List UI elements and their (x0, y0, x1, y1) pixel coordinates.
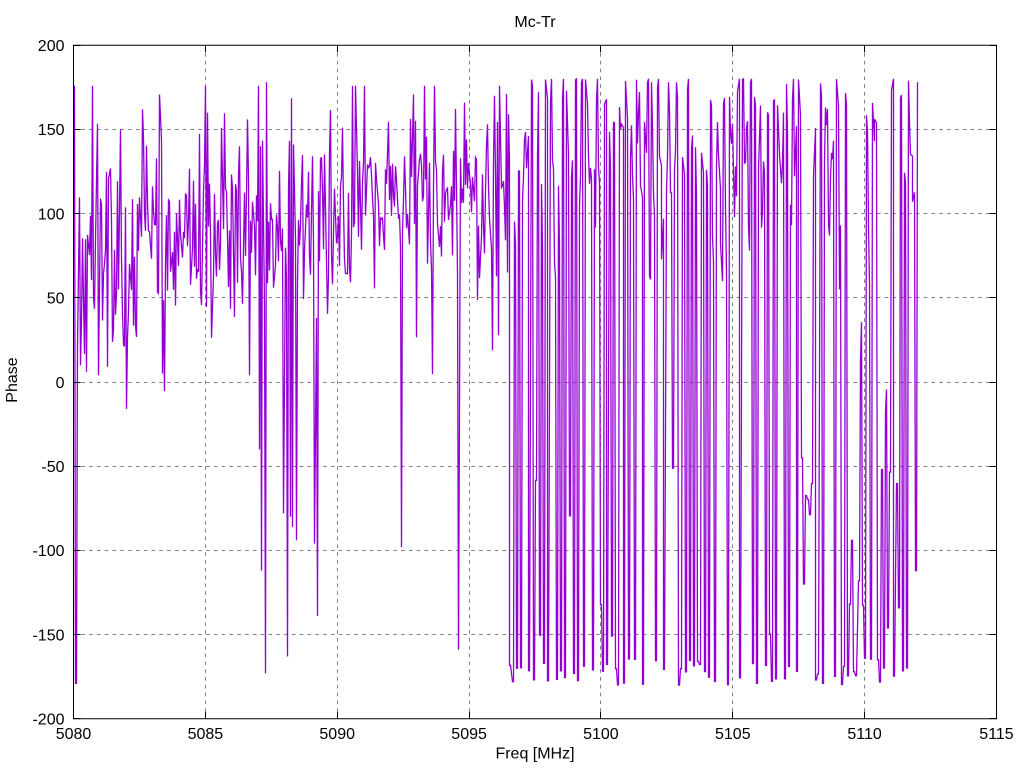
svg-text:5105: 5105 (715, 726, 751, 743)
svg-text:100: 100 (38, 206, 65, 223)
svg-text:Freq [MHz]: Freq [MHz] (495, 746, 574, 763)
svg-text:5090: 5090 (319, 726, 355, 743)
svg-text:200: 200 (38, 38, 65, 55)
svg-text:5085: 5085 (188, 726, 224, 743)
svg-text:50: 50 (47, 291, 65, 308)
svg-text:5100: 5100 (583, 726, 619, 743)
svg-text:5080: 5080 (56, 726, 92, 743)
svg-text:Phase: Phase (4, 357, 21, 402)
svg-text:-200: -200 (32, 712, 64, 729)
svg-text:-150: -150 (32, 627, 64, 644)
svg-text:5115: 5115 (979, 726, 1014, 743)
svg-text:Mc-Tr: Mc-Tr (514, 14, 556, 31)
svg-text:0: 0 (56, 375, 65, 392)
svg-text:-50: -50 (41, 459, 64, 476)
svg-text:5110: 5110 (847, 726, 882, 743)
svg-text:5095: 5095 (451, 726, 487, 743)
svg-text:-100: -100 (32, 543, 64, 560)
svg-text:150: 150 (38, 122, 65, 139)
